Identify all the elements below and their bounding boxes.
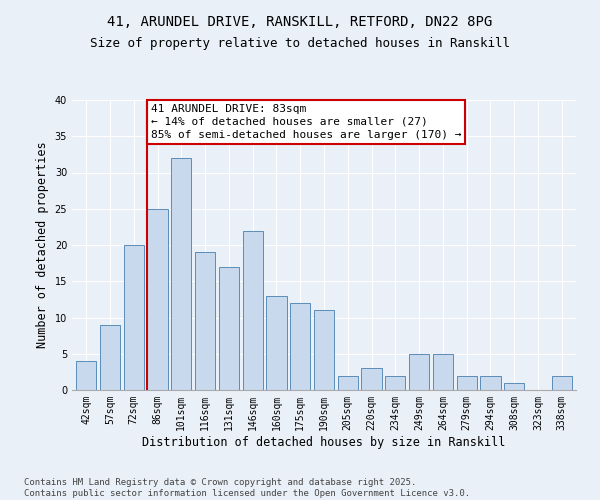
Bar	[266, 296, 287, 390]
Bar	[481, 376, 500, 390]
Text: Size of property relative to detached houses in Ranskill: Size of property relative to detached ho…	[90, 38, 510, 51]
Bar	[361, 368, 382, 390]
Bar	[100, 325, 120, 390]
Bar	[457, 376, 477, 390]
Text: Contains HM Land Registry data © Crown copyright and database right 2025.
Contai: Contains HM Land Registry data © Crown c…	[24, 478, 470, 498]
Bar	[148, 209, 167, 390]
Text: 41, ARUNDEL DRIVE, RANSKILL, RETFORD, DN22 8PG: 41, ARUNDEL DRIVE, RANSKILL, RETFORD, DN…	[107, 15, 493, 29]
Bar	[409, 354, 429, 390]
Bar	[504, 383, 524, 390]
Bar	[290, 303, 310, 390]
Bar	[551, 376, 572, 390]
Bar	[385, 376, 406, 390]
Bar	[338, 376, 358, 390]
Text: 41 ARUNDEL DRIVE: 83sqm
← 14% of detached houses are smaller (27)
85% of semi-de: 41 ARUNDEL DRIVE: 83sqm ← 14% of detache…	[151, 104, 461, 140]
Bar	[219, 267, 239, 390]
Bar	[433, 354, 453, 390]
X-axis label: Distribution of detached houses by size in Ranskill: Distribution of detached houses by size …	[142, 436, 506, 448]
Bar	[124, 245, 144, 390]
Bar	[242, 230, 263, 390]
Bar	[76, 361, 97, 390]
Bar	[195, 252, 215, 390]
Bar	[171, 158, 191, 390]
Bar	[314, 310, 334, 390]
Y-axis label: Number of detached properties: Number of detached properties	[36, 142, 49, 348]
